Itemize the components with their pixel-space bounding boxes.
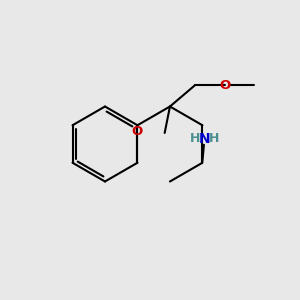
Text: O: O bbox=[132, 125, 143, 138]
Text: N: N bbox=[199, 132, 211, 146]
Text: H: H bbox=[190, 132, 201, 145]
Text: O: O bbox=[220, 79, 231, 92]
Text: H: H bbox=[208, 132, 219, 145]
